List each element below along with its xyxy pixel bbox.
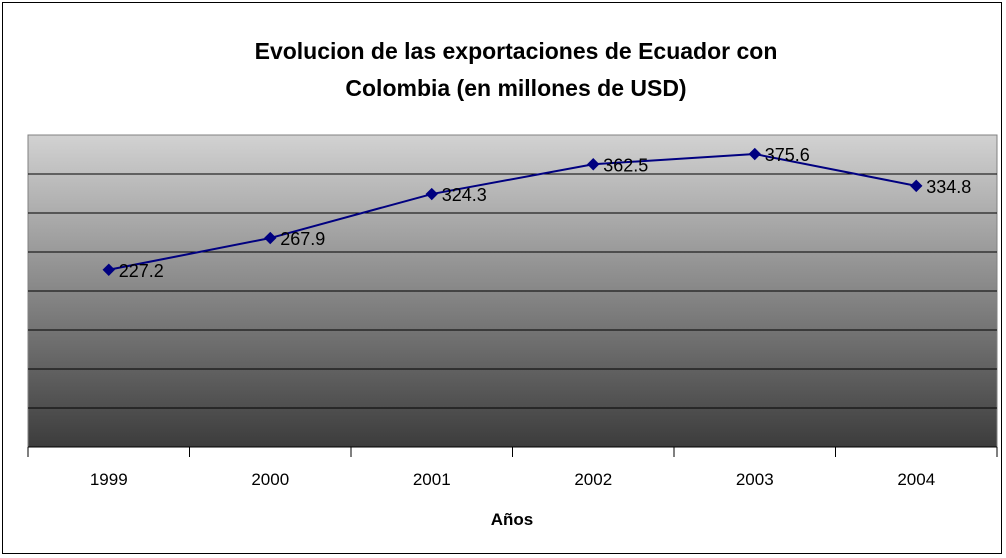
x-tick-label: 2001 <box>413 470 451 489</box>
data-label: 375.6 <box>765 145 810 165</box>
x-tick-label: 2002 <box>574 470 612 489</box>
data-point-marker <box>425 187 438 201</box>
x-axis <box>27 446 998 457</box>
series-line <box>108 153 917 271</box>
data-point-marker <box>910 179 923 193</box>
chart-title-line-2: Colombia (en millones de USD) <box>345 75 686 101</box>
chart-title-line-1: Evolucion de las exportaciones de Ecuado… <box>255 38 778 64</box>
x-tick-label: 1999 <box>90 470 128 489</box>
x-tick-labels: 1999 2000 2001 2002 2003 2004 <box>90 470 935 489</box>
chart-title: Evolucion de las exportaciones de Ecuado… <box>255 38 778 101</box>
chart: Evolucion de las exportaciones de Ecuado… <box>27 38 998 529</box>
data-label: 362.5 <box>603 155 648 175</box>
x-tick-label: 2000 <box>251 470 289 489</box>
data-point-marker <box>587 158 600 171</box>
data-label: 267.9 <box>280 229 325 249</box>
data-label: 324.3 <box>442 185 487 205</box>
series-layer <box>102 147 923 276</box>
x-axis-title: Años <box>491 510 534 529</box>
data-point-marker <box>102 263 115 276</box>
data-labels: 227.2 267.9 324.3 362.5 375.6 334.8 <box>119 145 972 281</box>
x-tick-label: 2004 <box>897 470 935 489</box>
data-label: 334.8 <box>926 177 971 197</box>
data-point-marker <box>264 231 277 245</box>
gridlines <box>28 173 997 409</box>
data-point-marker <box>748 147 761 161</box>
x-tick-label: 2003 <box>736 470 774 489</box>
data-label: 227.2 <box>119 261 164 281</box>
